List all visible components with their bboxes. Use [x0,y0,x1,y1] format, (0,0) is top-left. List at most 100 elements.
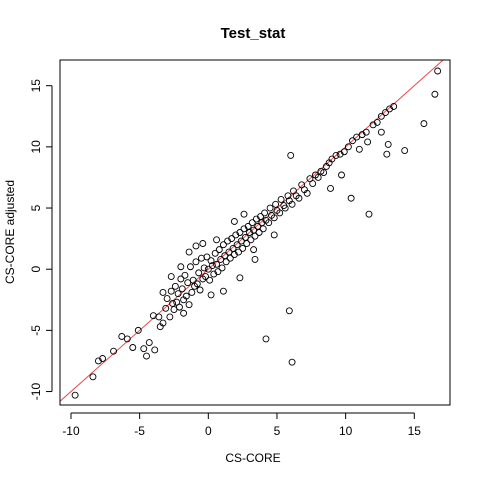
data-point [192,242,200,250]
data-point [174,290,182,298]
data-point [203,253,211,261]
points-layer [71,67,442,399]
data-point [182,292,190,300]
data-point [328,155,336,163]
y-tick-label: 10 [29,140,43,154]
chart-title: Test_stat [221,25,286,42]
data-point [248,219,256,227]
data-point [178,285,186,293]
data-point [167,287,175,295]
data-point [188,288,196,296]
x-axis: -10 -5 0 5 10 15 [62,412,422,438]
y-axis-label: CS-CORE adjusted [3,180,17,284]
data-point [377,128,385,136]
data-point [217,255,225,263]
y-tick-label: 5 [29,204,43,211]
data-point [228,235,236,243]
x-tick-label: -10 [62,424,80,438]
data-point [270,214,278,222]
data-point [196,286,204,294]
data-point [284,192,292,200]
y-tick-label: 15 [29,79,43,93]
data-point [213,236,220,244]
data-point [259,225,267,233]
data-point [159,319,167,327]
data-point [200,264,208,272]
data-point [207,291,215,299]
data-point [390,103,398,110]
data-point [382,109,389,117]
y-axis: -10 -5 0 5 10 15 [29,79,53,401]
data-point [145,339,153,347]
data-point [277,196,285,203]
data-point [420,120,428,128]
data-point [303,189,311,197]
data-point [355,145,363,153]
data-point [143,352,150,360]
data-point [287,151,295,159]
data-point [314,173,322,181]
data-point [218,264,226,272]
data-point [192,258,200,266]
data-point [265,219,273,227]
data-point [266,204,274,212]
x-axis-label: CS-CORE [225,451,280,465]
data-point [237,237,245,245]
data-point [214,268,222,276]
data-point [99,355,107,362]
data-point [226,254,234,262]
data-point [166,313,174,321]
data-point [233,241,241,249]
data-point [239,244,247,252]
data-point [208,262,216,269]
data-point [170,306,178,314]
y-tick-label: -10 [29,383,43,401]
data-point [195,269,203,277]
data-point [219,241,227,249]
data-point [332,151,340,159]
data-point [202,273,210,280]
x-tick-label: 0 [205,424,212,438]
data-point [340,148,348,156]
x-tick-label: -5 [134,424,145,438]
data-point [177,263,185,271]
plot-frame [59,59,451,406]
data-point [243,240,251,247]
data-point [431,90,439,98]
data-point [215,246,223,254]
data-point [155,313,163,321]
data-point [347,194,355,202]
data-point [377,112,385,120]
data-point [204,265,212,273]
data-point [140,345,148,353]
data-point [236,274,244,282]
x-tick-label: 5 [274,424,281,438]
data-point [151,346,159,354]
data-point [295,194,303,202]
data-point [250,246,258,254]
data-point [338,171,345,179]
data-point [240,210,248,218]
data-point [281,204,289,212]
data-point [434,67,442,75]
data-point [251,232,259,240]
data-point [134,326,142,334]
data-point [171,282,179,290]
data-point [185,301,193,309]
data-point [185,248,193,256]
data-point [373,118,381,126]
data-point [353,133,361,141]
data-point [187,263,194,271]
data-point [255,229,263,236]
data-point [383,150,391,158]
data-point [288,358,296,366]
data-point [181,271,189,279]
data-point [222,258,230,266]
x-tick-label: 15 [408,424,422,438]
data-point [184,279,192,287]
data-point [176,303,183,311]
data-point [384,140,392,148]
data-point [365,210,373,218]
